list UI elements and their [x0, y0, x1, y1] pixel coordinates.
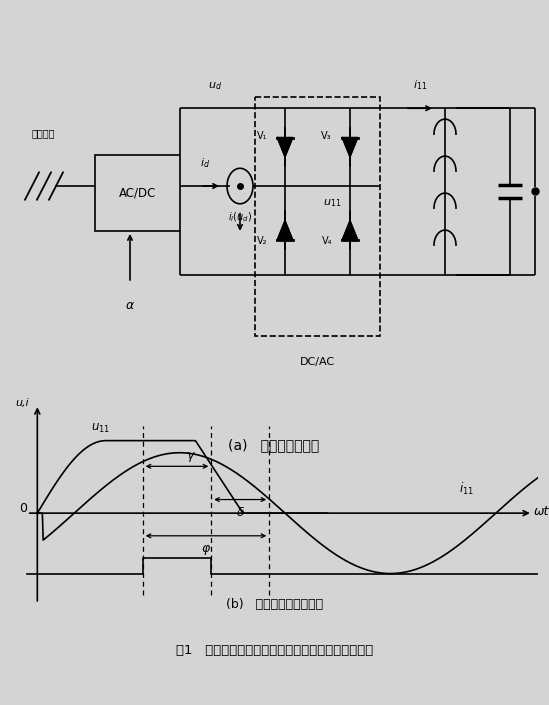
Text: $i_{11}$: $i_{11}$	[413, 78, 427, 92]
Text: α: α	[126, 300, 134, 312]
Text: V₃: V₃	[321, 131, 332, 141]
Polygon shape	[277, 221, 293, 240]
Text: $u_{11}$: $u_{11}$	[91, 422, 110, 434]
Bar	[255, 97, 380, 336]
Polygon shape	[342, 137, 358, 157]
Text: DC/AC: DC/AC	[300, 357, 335, 367]
Text: $u_{11}$: $u_{11}$	[323, 197, 341, 209]
Text: (a)   主电路组成框图: (a) 主电路组成框图	[228, 438, 320, 452]
Text: $i_d$: $i_d$	[200, 156, 210, 170]
Text: u,i: u,i	[16, 398, 30, 408]
Text: 0: 0	[19, 502, 27, 515]
Polygon shape	[277, 137, 293, 157]
Text: 图1   常规中频熔炼电源主电路与负载电压及电流波形: 图1 常规中频熔炼电源主电路与负载电压及电流波形	[176, 644, 373, 656]
Text: δ: δ	[237, 505, 244, 519]
Text: $i_l(u_d)$: $i_l(u_d)$	[228, 211, 252, 224]
Bar	[95, 154, 180, 231]
Text: (b)   负载电压及电流波形: (b) 负载电压及电流波形	[226, 598, 323, 611]
Text: $i_{11}$: $i_{11}$	[459, 481, 474, 497]
Text: $u_d$: $u_d$	[208, 80, 222, 92]
Text: V₁: V₁	[256, 131, 267, 141]
Text: γ: γ	[187, 449, 194, 462]
Text: ωt: ωt	[534, 505, 549, 518]
Text: V₄: V₄	[322, 236, 332, 246]
Polygon shape	[342, 221, 358, 240]
Text: 三相交流: 三相交流	[31, 128, 55, 138]
Text: V₂: V₂	[256, 236, 267, 246]
Text: AC/DC: AC/DC	[119, 186, 156, 200]
Text: φ: φ	[202, 542, 210, 555]
